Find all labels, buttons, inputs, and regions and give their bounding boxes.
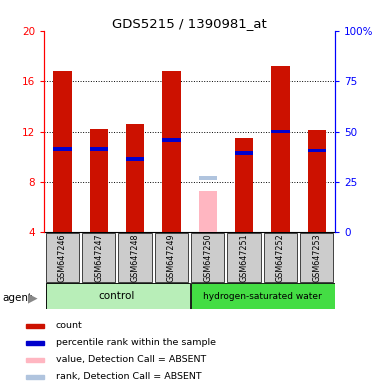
- Text: GSM647252: GSM647252: [276, 233, 285, 281]
- Bar: [199, 191, 217, 232]
- Text: count: count: [55, 321, 82, 330]
- Title: GDS5215 / 1390981_at: GDS5215 / 1390981_at: [112, 17, 267, 30]
- Text: GSM647251: GSM647251: [239, 233, 249, 281]
- FancyBboxPatch shape: [46, 233, 79, 282]
- Text: value, Detection Call = ABSENT: value, Detection Call = ABSENT: [55, 355, 206, 364]
- Text: GSM647247: GSM647247: [94, 233, 103, 281]
- Bar: [271, 66, 290, 232]
- Text: GSM647253: GSM647253: [312, 233, 321, 281]
- Bar: [162, 71, 181, 232]
- Text: hydrogen-saturated water: hydrogen-saturated water: [203, 291, 321, 301]
- Bar: [126, 124, 144, 232]
- FancyBboxPatch shape: [155, 233, 188, 282]
- Text: control: control: [99, 291, 135, 301]
- Text: GSM647248: GSM647248: [131, 233, 140, 281]
- FancyBboxPatch shape: [300, 233, 333, 282]
- Bar: [162, 139, 181, 142]
- Bar: [54, 147, 72, 151]
- FancyBboxPatch shape: [46, 283, 188, 309]
- Bar: [235, 151, 253, 155]
- FancyBboxPatch shape: [82, 233, 116, 282]
- Bar: [308, 130, 326, 232]
- Bar: [26, 375, 45, 379]
- Bar: [199, 176, 217, 180]
- Text: percentile rank within the sample: percentile rank within the sample: [55, 338, 216, 347]
- Text: rank, Detection Call = ABSENT: rank, Detection Call = ABSENT: [55, 372, 201, 381]
- Bar: [46, 283, 190, 309]
- Text: GSM647250: GSM647250: [203, 233, 212, 281]
- Bar: [90, 147, 108, 151]
- Bar: [308, 149, 326, 152]
- Bar: [26, 324, 45, 328]
- Bar: [26, 358, 45, 362]
- FancyBboxPatch shape: [228, 233, 261, 282]
- Bar: [271, 130, 290, 133]
- Text: GSM647246: GSM647246: [58, 233, 67, 281]
- Bar: [54, 71, 72, 232]
- Bar: [235, 138, 253, 232]
- Text: ▶: ▶: [28, 291, 37, 304]
- Text: agent: agent: [2, 293, 32, 303]
- Bar: [126, 157, 144, 161]
- Bar: [90, 129, 108, 232]
- FancyBboxPatch shape: [264, 233, 297, 282]
- Bar: [191, 283, 335, 309]
- Bar: [26, 341, 45, 345]
- FancyBboxPatch shape: [119, 233, 152, 282]
- Text: GSM647249: GSM647249: [167, 233, 176, 281]
- FancyBboxPatch shape: [191, 233, 224, 282]
